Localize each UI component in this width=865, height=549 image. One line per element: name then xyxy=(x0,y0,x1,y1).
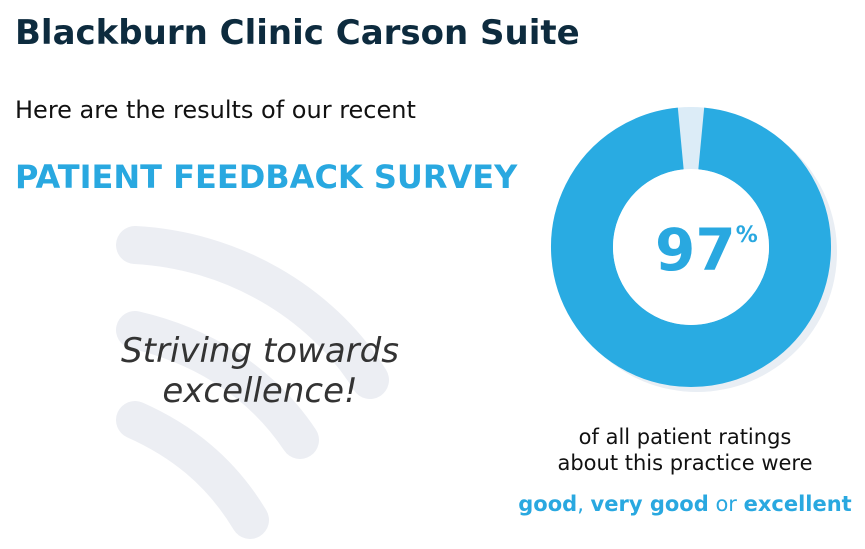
intro: Here are the results of our recent xyxy=(15,96,416,124)
answer: very good xyxy=(591,492,709,516)
answer: excellent xyxy=(744,492,852,516)
value: 97 xyxy=(655,216,736,284)
slogan: excellence! xyxy=(162,371,357,411)
title: Blackburn Clinic Carson Suite xyxy=(15,13,580,53)
survey-title: PATIENT FEEDBACK SURVEY xyxy=(15,158,518,196)
donut-arc xyxy=(551,107,831,387)
separator: , xyxy=(577,492,590,516)
slogan: Striving towards xyxy=(121,331,399,371)
donut-hole xyxy=(613,169,769,325)
answers: good, very good or excellent xyxy=(518,492,851,516)
answer: good xyxy=(518,492,577,516)
unit: % xyxy=(736,223,758,248)
caption: of all patient ratings xyxy=(579,425,792,449)
deco-arc xyxy=(116,226,389,399)
separator: or xyxy=(709,492,744,516)
donut xyxy=(551,107,831,387)
decoration xyxy=(116,226,389,539)
caption: about this practice were xyxy=(557,451,812,475)
value-text: 97% xyxy=(655,216,758,284)
deco-arc xyxy=(116,311,319,459)
deco-arc xyxy=(116,401,269,539)
